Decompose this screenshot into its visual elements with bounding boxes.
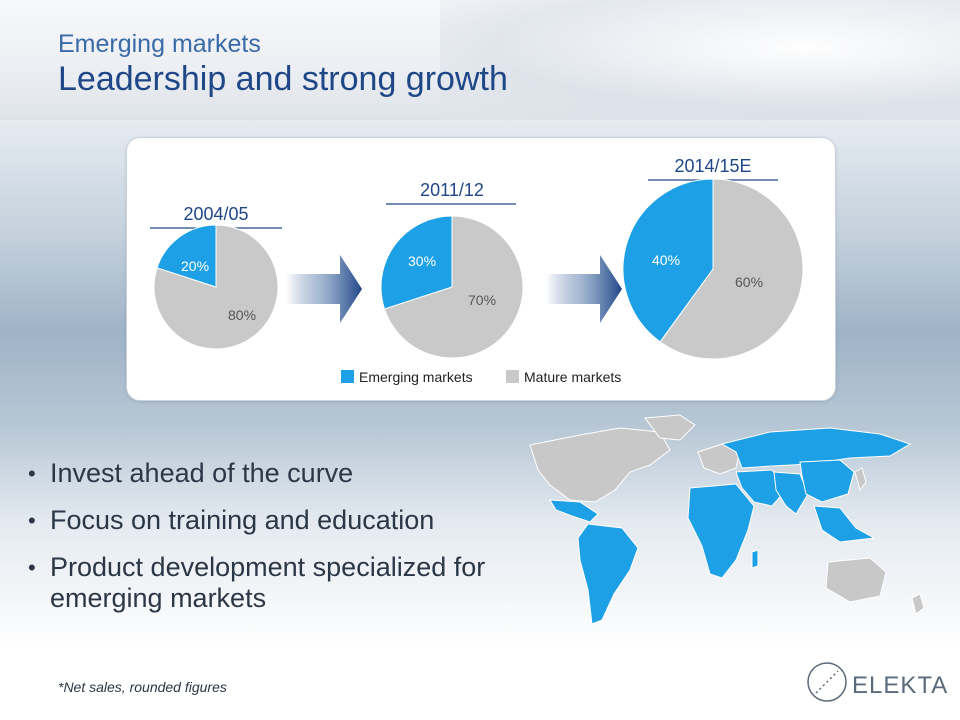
footer-background bbox=[0, 650, 960, 720]
map-southeast-asia bbox=[813, 505, 876, 543]
map-japan bbox=[854, 467, 867, 492]
bullet-dot-icon: • bbox=[28, 508, 36, 533]
map-china bbox=[799, 459, 855, 503]
legend-mature-swatch bbox=[506, 370, 519, 383]
map-africa bbox=[687, 483, 755, 579]
map-greenland bbox=[644, 414, 696, 441]
footnote: *Net sales, rounded figures bbox=[58, 679, 227, 695]
growth-arrow-2 bbox=[546, 255, 622, 323]
bullet-item: • Invest ahead of the curve bbox=[28, 458, 354, 488]
pie-2011-emerging-slice bbox=[380, 215, 453, 310]
period-label-2011: 2011/12 bbox=[420, 180, 484, 200]
elekta-logo-text: ELEKTA bbox=[852, 672, 949, 699]
pie-2014: 40% 60% bbox=[622, 178, 804, 360]
legend-emerging-swatch bbox=[341, 370, 354, 383]
bullet-item: • Product development specialized for eme… bbox=[28, 552, 486, 613]
map-mature-regions bbox=[529, 414, 925, 615]
pie-2014-mature-slice bbox=[659, 178, 804, 360]
pie-2014-emerging-label: 40% bbox=[652, 252, 680, 268]
pie-2004-emerging-label: 20% bbox=[181, 258, 209, 274]
pie-2014-mature-label: 60% bbox=[735, 274, 763, 290]
pie-2011-mature-label: 70% bbox=[468, 292, 496, 308]
map-central-america bbox=[549, 499, 599, 523]
legend-emerging-label: Emerging markets bbox=[359, 369, 473, 385]
legend-mature-label: Mature markets bbox=[524, 369, 621, 385]
pie-2014-emerging-slice bbox=[622, 178, 714, 343]
world-map bbox=[529, 414, 925, 625]
map-eastern-europe-russia bbox=[720, 427, 912, 469]
map-new-zealand bbox=[911, 593, 925, 615]
chart-legend: Emerging markets Mature markets bbox=[341, 369, 621, 385]
pie-2011: 30% 70% bbox=[380, 215, 524, 359]
pie-2011-mature-slice bbox=[383, 215, 524, 359]
slide-title: Leadership and strong growth bbox=[58, 60, 508, 98]
map-south-america bbox=[577, 523, 639, 625]
map-madagascar bbox=[751, 549, 759, 569]
map-middle-east bbox=[735, 469, 787, 507]
pie-2004: 20% 80% bbox=[153, 224, 279, 350]
bullet-item: • Focus on training and education bbox=[28, 505, 435, 535]
slide-subtitle: Emerging markets bbox=[58, 30, 261, 58]
bullet-list: • Invest ahead of the curve • Focus on tra… bbox=[24, 458, 504, 630]
map-australia bbox=[825, 557, 887, 603]
period-label-2014: 2014/15E bbox=[674, 156, 751, 176]
bullet-dot-icon: • bbox=[28, 461, 36, 486]
pie-2011-emerging-label: 30% bbox=[408, 253, 436, 269]
bullet-dot-icon: • bbox=[28, 555, 36, 580]
pie-charts: 2004/05 2011/12 2014/15E 20% 80% 30% 70%… bbox=[150, 156, 804, 385]
header-background bbox=[0, 0, 960, 120]
pie-2004-emerging-slice bbox=[156, 224, 217, 288]
elekta-logo-icon bbox=[807, 662, 847, 702]
map-north-america bbox=[529, 427, 671, 503]
period-label-2004: 2004/05 bbox=[183, 204, 248, 224]
pie-2004-mature-label: 80% bbox=[228, 307, 256, 323]
map-emerging-regions bbox=[549, 427, 912, 625]
growth-arrow-1 bbox=[286, 255, 362, 323]
map-south-asia bbox=[773, 471, 809, 515]
